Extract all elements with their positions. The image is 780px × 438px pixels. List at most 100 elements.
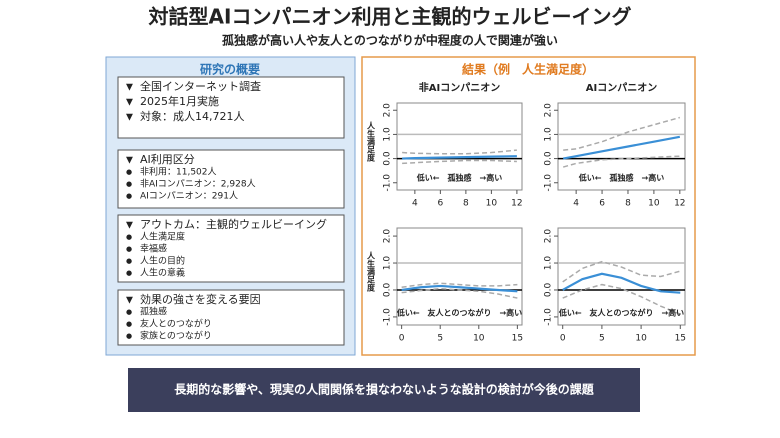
info-box: [117, 149, 345, 209]
bullet: ▼: [126, 296, 133, 306]
bullet: ●: [126, 269, 132, 277]
estimate-line: [562, 135, 681, 160]
item-text: 幸福感: [140, 243, 167, 255]
item-text: 友人とのつながり: [140, 318, 212, 330]
ci-line: [562, 155, 680, 168]
bullet: ▼: [126, 98, 133, 108]
y-tick-label: 2.0: [544, 103, 554, 118]
item-text: 家族とのつながり: [140, 330, 212, 342]
bullet: ●: [126, 168, 132, 176]
y-tick-label: 1.0: [383, 127, 393, 142]
bullet: ●: [126, 257, 132, 265]
x-tick-label: 12: [511, 199, 522, 209]
y-tick-label: 0.0: [544, 283, 554, 298]
item-text: 全国インターネット調査: [140, 79, 261, 93]
ci-line: [562, 260, 681, 283]
subtitle: 孤独感が高い人や友人とのつながりが中程度の人で関連が強い: [222, 33, 558, 48]
x-tick-label: 10: [635, 334, 647, 344]
x-tick-label: 5: [437, 334, 443, 344]
x-tick-label: 0: [560, 334, 566, 344]
info-box: [117, 76, 345, 139]
y-tick-label: 0.0: [383, 283, 393, 298]
bullet: ●: [126, 332, 132, 340]
footer-box: [128, 368, 640, 412]
x-tick-label: 4: [412, 199, 418, 209]
results-heading: 結果（例 人生満足度）: [462, 62, 594, 77]
x-tick-label: 8: [463, 199, 469, 209]
item-text: 人生の目的: [140, 255, 185, 267]
bullet: ●: [126, 308, 132, 316]
title: 対話型AIコンパニオン利用と主観的ウェルビーイング: [148, 5, 632, 29]
item-text: AIコンパニオン：291人: [140, 191, 238, 202]
item-text: 非AIコンパニオン：2,928人: [140, 178, 256, 190]
item-text: 対象：成人14,721人: [140, 109, 245, 123]
plot-frame: [557, 227, 686, 326]
y-label: 人生満足度: [366, 251, 376, 293]
x-tick-label: 12: [674, 199, 685, 209]
plot-frame: [396, 102, 523, 191]
column-title: 非AIコンパニオン: [419, 81, 500, 94]
footer: 長期的な影響や、現実の人間関係を損なわないような設計の検討が今後の課題: [174, 382, 594, 397]
ci-line: [402, 159, 517, 165]
ci-line: [401, 287, 518, 299]
y-tick-label: 2.0: [544, 229, 554, 244]
bullet: ▼: [126, 83, 133, 93]
estimate-line: [402, 155, 517, 160]
x-tick-label: 10: [473, 334, 485, 344]
x-tick-label: 15: [512, 334, 523, 344]
annotation: 低い← 孤独感 →高い: [416, 173, 502, 183]
ci-line: [562, 283, 681, 315]
item-text: 人生満足度: [140, 231, 185, 243]
item-text: アウトカム：主観的ウェルビーイング: [140, 217, 327, 231]
x-tick-label: 10: [648, 199, 660, 209]
y-tick-label: -1.0: [544, 174, 554, 192]
ci-line: [402, 149, 517, 155]
y-tick-label: 2.0: [383, 229, 393, 244]
y-tick-label: 0.0: [383, 151, 393, 166]
item-text: AI利用区分: [140, 153, 195, 166]
y-tick-label: -1.0: [544, 308, 554, 326]
annotation: 低い← 友人とのつながり →高い: [558, 308, 684, 318]
annotation: 低い← 友人とのつながり →高い: [396, 308, 522, 318]
item-text: 非利用：11,502人: [140, 166, 217, 178]
x-tick-label: 8: [625, 199, 631, 209]
item-text: 人生の意義: [140, 267, 185, 279]
x-tick-label: 10: [486, 199, 498, 209]
annotation: 低い← 孤独感 →高い: [578, 173, 664, 183]
y-label: 人生満足度: [366, 121, 376, 163]
bullet: ●: [126, 245, 132, 253]
x-tick-label: 5: [599, 334, 605, 344]
y-tick-label: 1.0: [544, 256, 554, 271]
x-tick-label: 15: [675, 334, 686, 344]
y-tick-label: 0.0: [544, 151, 554, 166]
bullet: ●: [126, 233, 132, 241]
y-tick-label: -1.0: [383, 308, 393, 326]
ci-line: [401, 282, 518, 289]
item-text: 効果の強さを変える要因: [140, 292, 261, 306]
y-tick-label: 1.0: [544, 127, 554, 142]
x-tick-label: 4: [573, 199, 579, 209]
item-text: 孤独感: [140, 306, 167, 318]
bullet: ▼: [126, 221, 133, 231]
y-tick-label: -1.0: [383, 174, 393, 192]
info-box: [117, 214, 345, 283]
estimate-line: [401, 284, 518, 293]
plot-frame: [557, 102, 686, 191]
plot-frame: [396, 227, 523, 326]
column-title: AIコンパニオン: [586, 82, 657, 94]
overview-heading: 研究の概要: [200, 62, 260, 77]
item-text: 2025年1月実施: [140, 94, 219, 108]
x-tick-label: 6: [599, 199, 605, 209]
y-tick-label: 1.0: [383, 256, 393, 271]
estimate-line: [562, 272, 681, 294]
bullet: ●: [126, 320, 132, 328]
bullet: ▼: [126, 113, 133, 123]
bullet: ●: [126, 192, 132, 200]
x-tick-label: 0: [399, 334, 405, 344]
bullet: ▼: [126, 156, 133, 166]
info-box: [117, 289, 345, 346]
x-tick-label: 6: [438, 199, 444, 209]
ci-line: [563, 116, 681, 151]
bullet: ●: [126, 180, 132, 188]
